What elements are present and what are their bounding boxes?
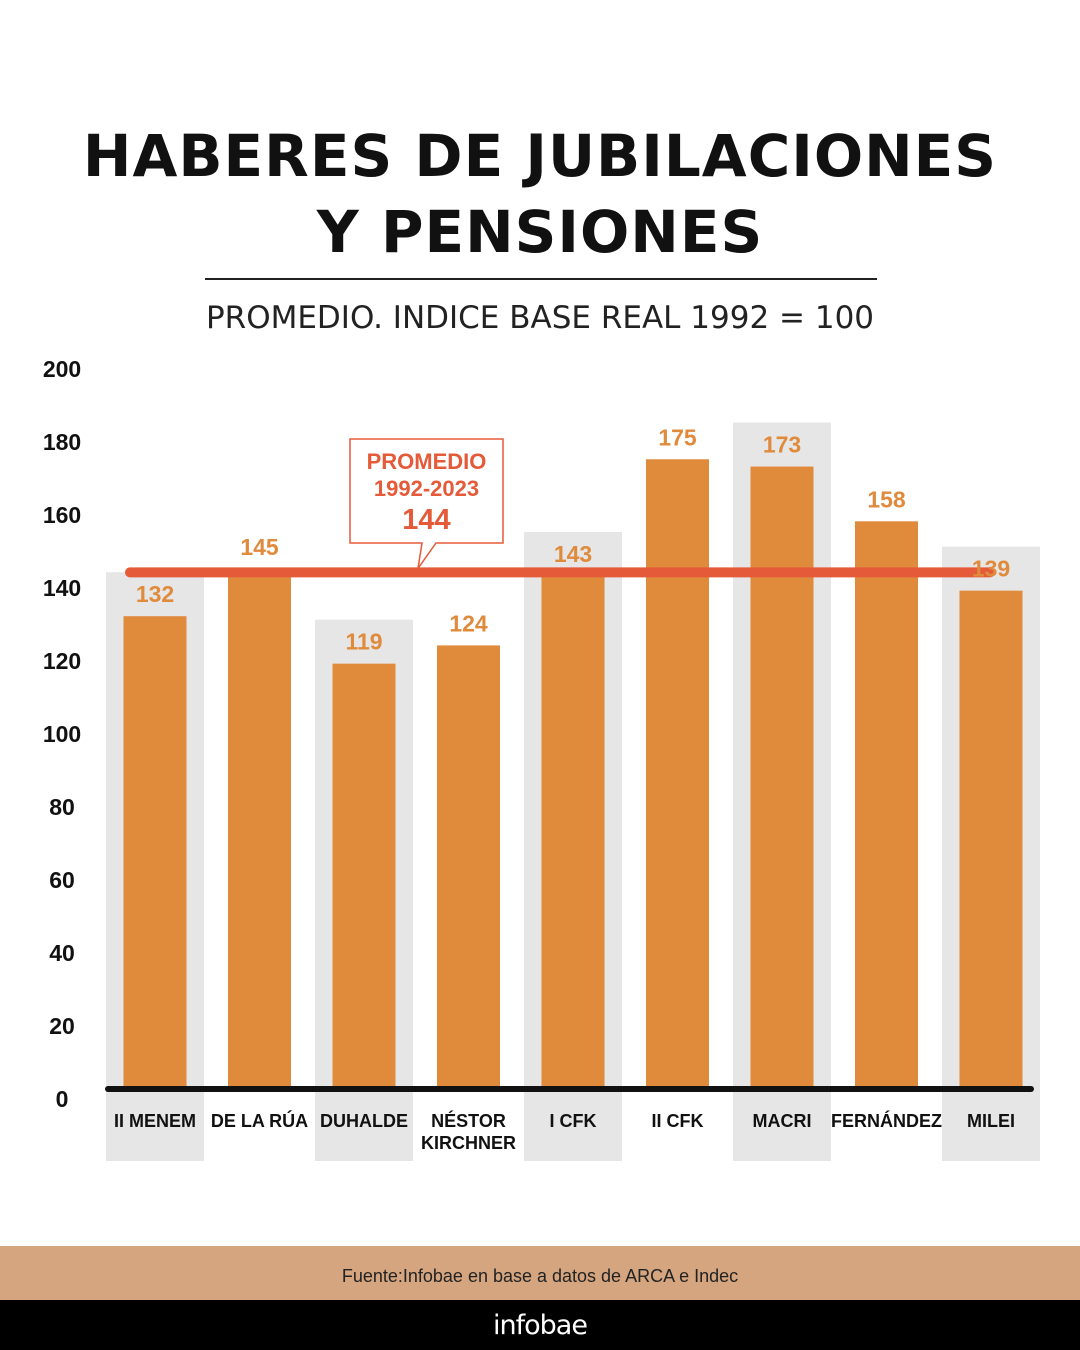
bar-value-label: 139 <box>972 556 1010 582</box>
source-bar: Fuente:Infobae en base a datos de ARCA e… <box>0 1246 1080 1300</box>
x-category-label: MILEI <box>967 1111 1015 1131</box>
bar <box>750 466 814 1090</box>
bar <box>332 663 396 1090</box>
y-tick-label: 40 <box>49 940 75 966</box>
x-category-label: MACRI <box>753 1111 812 1131</box>
bar-value-label: 145 <box>240 534 279 560</box>
chart-title-line-1: HABERES DE JUBILACIONES <box>82 122 998 190</box>
y-tick-label: 180 <box>43 429 81 455</box>
y-tick-label: 200 <box>43 356 81 382</box>
x-category-label: DE LA RÚA <box>211 1110 308 1131</box>
y-tick-label: 0 <box>56 1086 69 1112</box>
x-category-label: II CFK <box>652 1111 704 1131</box>
bar-value-label: 158 <box>867 486 906 512</box>
bar-value-label: 132 <box>136 581 174 607</box>
y-tick-label: 160 <box>43 502 81 528</box>
y-tick-label: 140 <box>43 575 81 601</box>
x-category-label: II MENEM <box>114 1111 196 1131</box>
y-tick-label: 20 <box>49 1013 75 1039</box>
chart-title-line-2: Y PENSIONES <box>316 198 764 266</box>
brand-logo: infobae <box>493 1309 588 1341</box>
x-category-label: KIRCHNER <box>421 1133 516 1153</box>
brand-bar: infobae <box>0 1300 1080 1350</box>
bar-value-label: 119 <box>345 629 382 655</box>
bar-value-label: 124 <box>449 610 488 636</box>
bar <box>959 590 1023 1090</box>
bar <box>646 459 709 1090</box>
average-callout-box <box>349 438 504 569</box>
bar-value-label: 175 <box>658 424 697 450</box>
bar <box>123 616 187 1090</box>
chart-subtitle: PROMEDIO. INDICE BASE REAL 1992 = 100 <box>205 300 875 336</box>
x-category-label: NÉSTOR <box>431 1110 506 1131</box>
x-category-label: DUHALDE <box>320 1111 408 1131</box>
y-tick-label: 100 <box>43 721 81 747</box>
bar-value-label: 173 <box>763 432 801 458</box>
x-category-label: I CFK <box>550 1111 597 1131</box>
bar <box>228 568 291 1090</box>
y-tick-label: 80 <box>49 794 75 820</box>
chart-title: HABERES DE JUBILACIONES Y PENSIONES <box>0 118 1080 270</box>
bar-value-label: 143 <box>554 541 592 567</box>
y-tick-label: 60 <box>49 867 75 893</box>
x-category-label: FERNÁNDEZ <box>831 1110 942 1131</box>
source-note: Fuente:Infobae en base a datos de ARCA e… <box>341 1265 739 1286</box>
bar <box>437 645 500 1090</box>
average-callout-value: 144 <box>402 504 450 536</box>
y-tick-label: 120 <box>43 648 81 674</box>
average-callout-label: PROMEDIO <box>367 449 487 474</box>
average-callout-label: 1992-2023 <box>374 476 479 501</box>
bar-chart: 0 20 40 60 80 100 120 140 160 180 200 132 145 119 124 1… <box>43 356 1040 1161</box>
bar <box>855 521 918 1090</box>
bar <box>541 576 605 1090</box>
title-divider <box>205 278 877 280</box>
